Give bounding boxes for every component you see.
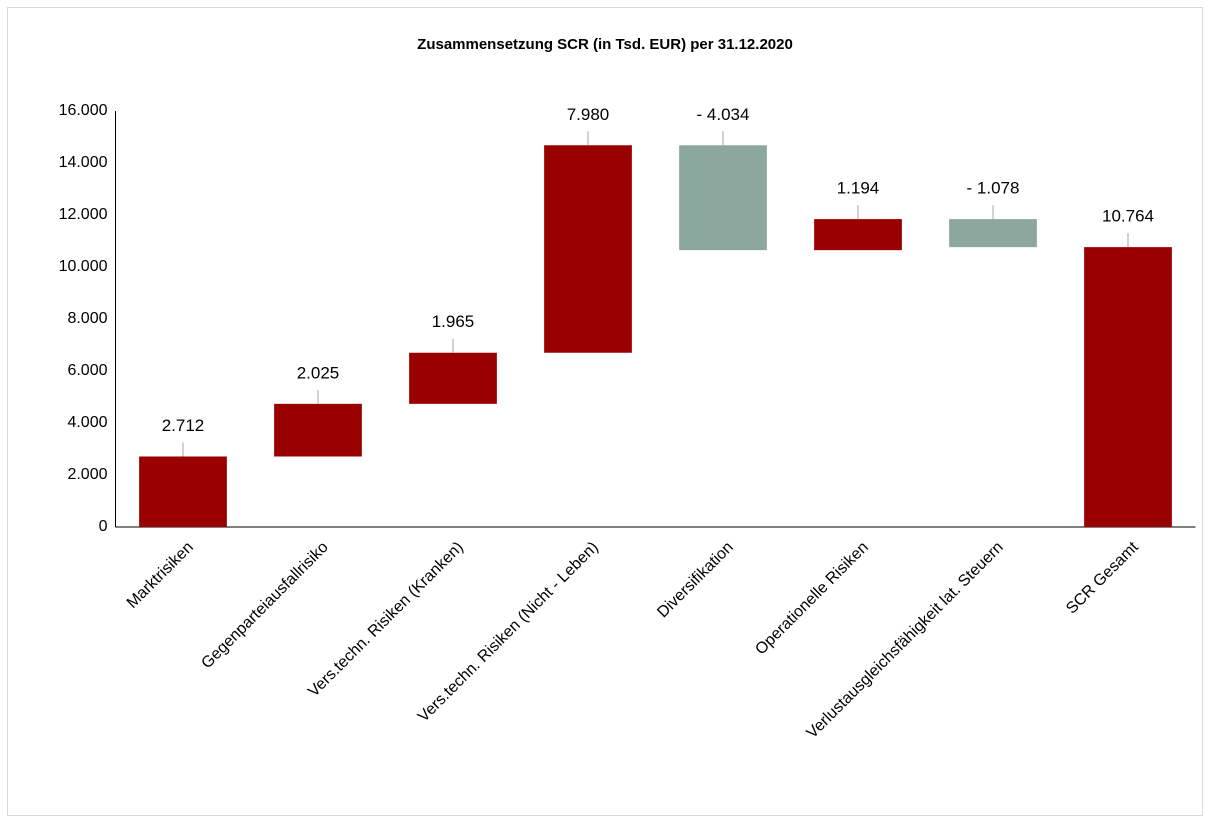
data-label: 10.764: [1102, 207, 1154, 226]
bar: [1084, 247, 1172, 528]
y-tick-label: 10.000: [59, 258, 108, 275]
data-label: 2.025: [297, 363, 340, 382]
y-tick-label: 0: [99, 518, 108, 535]
data-label: - 4.034: [697, 105, 750, 124]
y-tick-label: 4.000: [67, 414, 107, 431]
bar: [814, 219, 902, 251]
bar: [949, 219, 1037, 248]
y-tick-label: 16.000: [59, 102, 108, 119]
bar: [409, 352, 497, 404]
data-label: 7.980: [567, 105, 610, 124]
y-tick-label: 14.000: [59, 154, 108, 171]
bar: [544, 145, 632, 353]
data-label: 2.712: [162, 416, 205, 435]
bar: [139, 456, 227, 527]
data-label: 1.194: [837, 179, 880, 198]
chart-title: Zusammensetzung SCR (in Tsd. EUR) per 31…: [417, 36, 793, 53]
y-tick-label: 6.000: [67, 362, 107, 379]
data-label: - 1.078: [967, 179, 1020, 198]
data-label: 1.965: [432, 312, 475, 331]
y-tick-label: 2.000: [67, 466, 107, 483]
bar: [679, 145, 767, 251]
bar: [274, 403, 362, 457]
chart-frame: [7, 7, 1203, 816]
y-tick-label: 8.000: [67, 310, 107, 327]
y-tick-label: 12.000: [59, 206, 108, 223]
